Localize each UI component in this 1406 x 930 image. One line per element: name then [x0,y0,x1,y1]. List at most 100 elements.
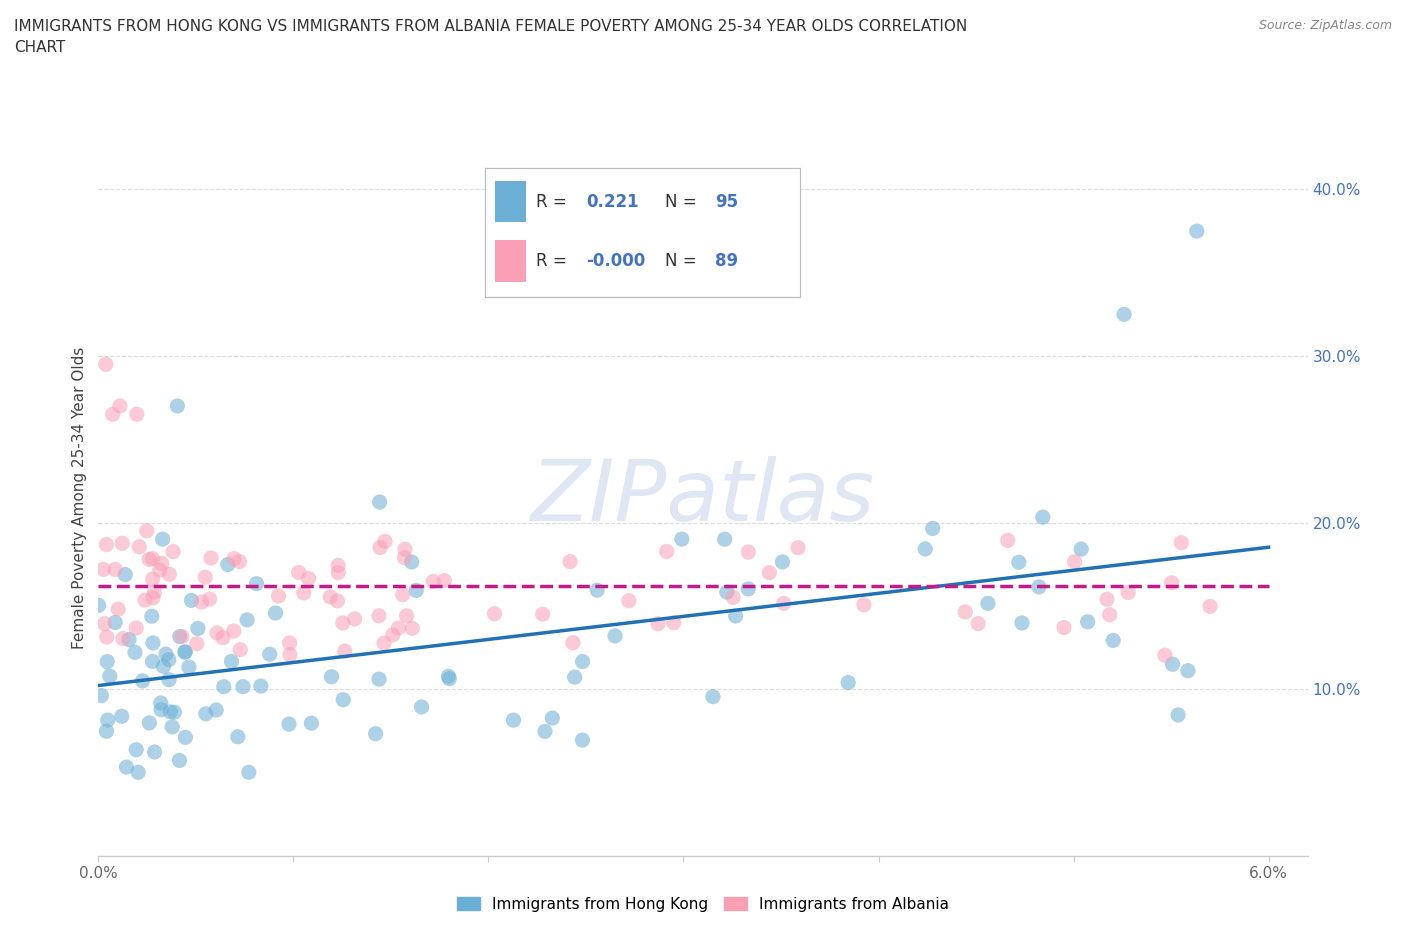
Point [737,545,759,560]
Point [150,702,173,717]
Point [112,631,135,646]
Point [90,688,112,703]
Point [149,696,172,711]
Point [212,679,235,694]
Point [96,724,118,738]
Point [1167,708,1189,723]
Point [97,712,120,727]
Point [200,551,222,565]
Point [332,616,354,631]
Point [368,540,391,555]
Point [1185,223,1208,238]
Point [401,554,423,569]
Point [124,644,146,659]
Point [114,567,136,582]
Point [143,745,166,760]
Point [373,636,395,651]
Point [1070,541,1092,556]
Point [502,712,524,727]
Point [1053,620,1076,635]
Point [278,647,301,662]
Point [541,711,564,725]
Point [177,659,200,674]
Point [1112,307,1135,322]
Point [162,544,184,559]
Point [198,591,221,606]
Point [127,764,149,779]
Point [364,726,387,741]
Point [134,592,156,607]
Point [1098,607,1121,622]
Point [333,644,356,658]
Point [96,654,118,669]
Point [655,544,678,559]
Point [229,643,252,658]
Y-axis label: Female Poverty Among 25-34 Year Olds: Female Poverty Among 25-34 Year Olds [72,346,87,649]
Point [98,669,121,684]
Point [297,571,319,586]
Point [662,616,685,631]
Text: Source: ZipAtlas.com: Source: ZipAtlas.com [1258,19,1392,32]
Point [267,589,290,604]
Point [394,542,416,557]
Point [586,583,609,598]
Point [250,679,273,694]
Point [125,406,148,421]
Point [328,558,350,573]
Point [852,597,875,612]
Point [558,554,581,569]
Point [1102,633,1125,648]
Point [997,533,1019,548]
Point [278,635,301,650]
Point [212,631,235,645]
Point [787,540,810,555]
Point [141,654,163,669]
Point [149,563,172,578]
Point [245,577,267,591]
Point [166,399,188,414]
Point [111,709,134,724]
Point [111,536,134,551]
Point [94,357,117,372]
Point [174,644,197,659]
Point [264,605,287,620]
Point [1028,579,1050,594]
Point [1116,585,1139,600]
Point [236,613,259,628]
Point [391,587,413,602]
Point [228,554,250,569]
Point [143,585,166,600]
Point [125,742,148,757]
Point [534,724,557,738]
Point [721,590,744,604]
Point [160,720,183,735]
Point [571,733,593,748]
Point [758,565,780,580]
Point [381,628,404,643]
Point [159,704,181,719]
Point [157,652,180,667]
Text: IMMIGRANTS FROM HONG KONG VS IMMIGRANTS FROM ALBANIA FEMALE POVERTY AMONG 25-34 : IMMIGRANTS FROM HONG KONG VS IMMIGRANTS … [14,19,967,55]
Point [1199,599,1222,614]
Point [603,629,626,644]
Point [108,399,131,414]
Point [484,606,506,621]
Point [115,760,138,775]
Point [138,715,160,730]
Point [671,532,693,547]
Point [226,729,249,744]
Point [562,635,585,650]
Point [368,495,391,510]
Point [571,654,593,669]
Point [96,538,118,552]
Point [142,635,165,650]
Point [921,521,943,536]
Point [194,570,217,585]
Point [1095,591,1118,606]
Point [321,670,343,684]
Point [174,644,197,659]
Point [439,671,461,686]
Point [433,573,456,588]
Point [328,565,350,580]
Point [1077,615,1099,630]
